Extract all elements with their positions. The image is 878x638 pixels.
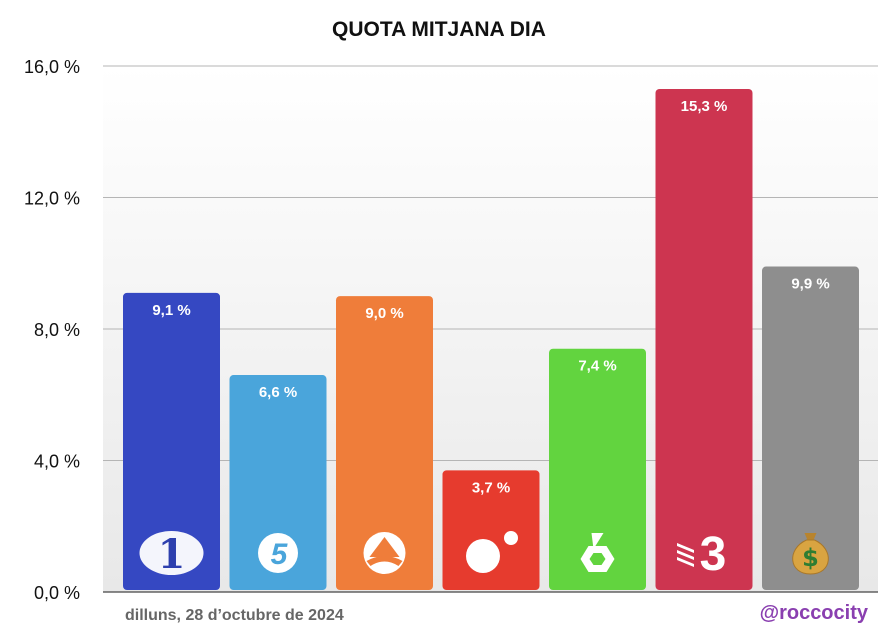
data-label: 3,7 % — [472, 479, 510, 496]
svg-text:5: 5 — [271, 538, 289, 571]
bar-5 — [655, 89, 753, 590]
bar-6 — [762, 266, 859, 590]
bar-2 — [336, 296, 433, 590]
svg-text:$: $ — [802, 544, 819, 572]
data-label: 9,9 % — [791, 276, 829, 293]
bar-0 — [123, 292, 220, 590]
telecinco-logo: 5 — [258, 533, 298, 573]
y-tick-label: 8,0 % — [34, 320, 80, 340]
data-label: 7,4 % — [578, 358, 616, 375]
data-label: 15,3 % — [681, 98, 728, 115]
bar-4 — [549, 348, 646, 590]
y-tick-label: 0,0 % — [34, 583, 80, 603]
y-axis-ticks: 0,0 % 4,0 % 8,0 % 12,0 % 16,0 % — [24, 57, 80, 603]
channel-logos: 1 5 3 $ — [139, 528, 829, 581]
lasexta-logo — [580, 533, 615, 572]
tv3-logo: 3 — [677, 528, 726, 581]
bar-1 — [229, 375, 327, 590]
footer-date: dilluns, 28 d’octubre de 2024 — [125, 607, 344, 624]
data-label: 9,1 % — [152, 302, 190, 319]
svg-text:1: 1 — [158, 531, 186, 578]
la1-logo: 1 — [139, 531, 204, 578]
y-tick-label: 12,0 % — [24, 189, 80, 209]
chart-title: QUOTA MITJANA DIA — [332, 18, 546, 41]
cuatro-logo — [466, 531, 518, 573]
data-labels: 9,1 % 6,6 % 9,0 % 3,7 % 7,4 % 15,3 % 9,9 % — [152, 98, 829, 496]
svg-text:3: 3 — [700, 528, 727, 581]
footer-handle: @roccocity — [759, 602, 868, 624]
data-label: 9,0 % — [365, 305, 403, 322]
data-label: 6,6 % — [259, 384, 297, 401]
bars — [123, 89, 859, 590]
money-bag-icon: $ — [792, 533, 829, 575]
antena3-logo — [363, 532, 406, 574]
y-tick-label: 4,0 % — [34, 452, 80, 472]
y-tick-label: 16,0 % — [24, 57, 80, 77]
